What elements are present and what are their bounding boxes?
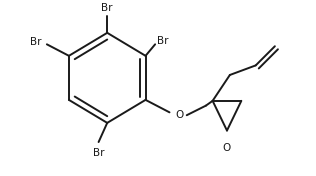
- Text: Br: Br: [157, 36, 168, 46]
- Text: Br: Br: [101, 3, 113, 13]
- Text: O: O: [175, 110, 184, 120]
- Text: Br: Br: [93, 148, 104, 158]
- Text: O: O: [223, 143, 231, 153]
- Text: Br: Br: [30, 37, 41, 47]
